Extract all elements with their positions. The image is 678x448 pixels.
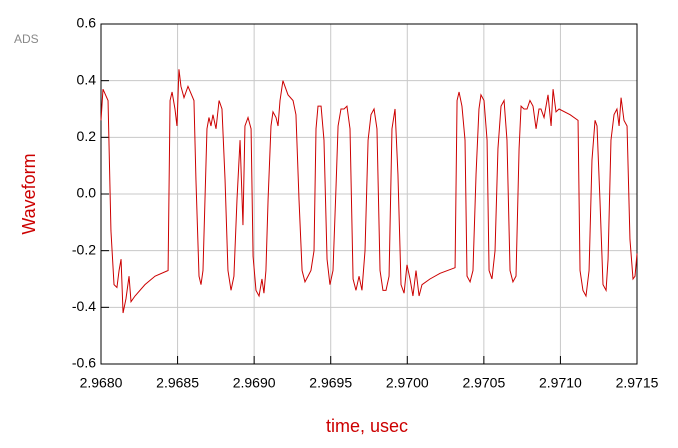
- waveform-line: [100, 69, 638, 314]
- y-tick-label: -0.4: [72, 298, 96, 314]
- y-axis-title: Waveform: [19, 153, 39, 234]
- y-tick-label: 0.6: [77, 15, 97, 31]
- x-tick-label: 2.9680: [80, 375, 123, 391]
- x-tick-label: 2.9685: [156, 375, 199, 391]
- x-tick-label: 2.9710: [539, 375, 582, 391]
- x-tick-label: 2.9695: [309, 375, 352, 391]
- x-tick-label: 2.9705: [462, 375, 505, 391]
- y-tick-label: 0.2: [77, 128, 97, 144]
- x-axis-title: time, usec: [326, 416, 408, 436]
- watermark: ADS: [14, 32, 39, 46]
- y-tick-label: -0.2: [72, 241, 96, 257]
- x-tick-label: 2.9715: [616, 375, 659, 391]
- y-tick-label: -0.6: [72, 355, 96, 371]
- y-tick-label: 0.4: [77, 71, 97, 87]
- plot-frame: [100, 23, 638, 365]
- y-tick-label: 0.0: [77, 185, 97, 201]
- x-tick-label: 2.9690: [233, 375, 276, 391]
- x-tick-label: 2.9700: [386, 375, 429, 391]
